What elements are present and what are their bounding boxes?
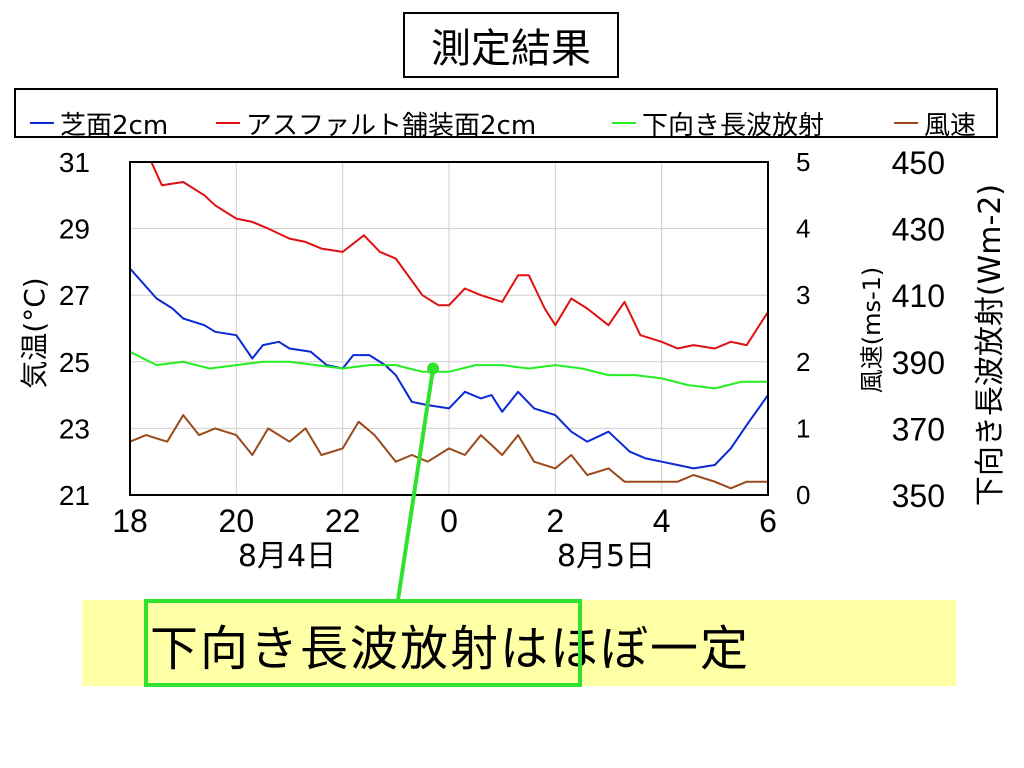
date-label: 8月4日 [238,539,336,574]
tick-label-radiation: 430 [892,212,945,248]
tick-label-left: 29 [59,214,90,245]
tick-label-left: 31 [59,147,90,178]
callout-panel [82,600,956,686]
series-line-0 [129,267,769,470]
tick-label-wind: 3 [796,280,810,310]
tick-label-left: 21 [59,480,90,511]
legend-item-label: 芝面2cm [60,111,168,141]
y-axis-label-radiation: 下向き長波放射(Wm-2) [973,184,1008,506]
tick-label-left: 27 [59,280,90,311]
tick-label-x: 6 [759,503,777,539]
date-label: 8月5日 [557,539,655,574]
tick-label-x: 4 [653,503,671,539]
series-line-1 [150,161,769,350]
legend: 芝面2cm アスファルト舗装面2cm 下向き長波放射 風速 [30,111,976,141]
plot-frame [129,161,769,496]
annotation-target-dot [427,362,440,375]
x-axis-dates: 8月4日 8月5日 [238,539,655,574]
legend-item-label: 下向き長波放射 [642,111,824,141]
page-title: 測定結果 [403,12,619,78]
callout-text: 下向き長波放射はほぼ一定 [150,621,751,677]
tick-label-radiation: 370 [892,411,945,447]
tick-label-x: 22 [325,503,361,539]
tick-label-left: 25 [59,347,90,378]
tick-label-wind: 0 [796,480,810,510]
series-line-2 [129,350,768,390]
x-axis-ticks: 18 20 22 0 2 4 6 [112,503,777,539]
tick-label-wind: 5 [796,147,810,177]
tick-label-wind: 1 [796,413,810,443]
series-line-3 [129,414,768,490]
tick-label-radiation: 450 [892,145,945,181]
tick-label-radiation: 410 [892,278,945,314]
callout-highlight-frame [144,599,582,687]
series-layer [129,161,769,490]
tick-label-x: 18 [112,503,148,539]
axis-labels: 気温(°C) 風速(ms-1) 下向き長波放射(Wm-2) [18,184,1008,506]
tick-label-wind: 2 [796,347,810,377]
tick-label-x: 20 [219,503,255,539]
tick-label-wind: 4 [796,214,810,244]
radiation-axis-ticks: 350 370 390 410 430 450 [892,145,945,514]
wind-axis-ticks: 0 1 2 3 4 5 [796,147,810,510]
tick-label-left: 23 [59,413,90,444]
tick-label-radiation: 390 [892,345,945,381]
legend-item-label: 風速 [924,111,976,141]
y-axis-label-wind: 風速(ms-1) [858,267,886,394]
annotation-pointer-line [396,368,436,601]
tick-label-x: 0 [440,503,458,539]
legend-item-label: アスファルト舗装面2cm [246,111,536,141]
y-axis-label-left: 気温(°C) [18,277,51,388]
tick-label-radiation: 350 [892,478,945,514]
annotation [396,362,440,601]
tick-label-x: 2 [546,503,564,539]
legend-frame [14,88,998,138]
left-axis-ticks: 21 23 25 27 29 31 [59,147,90,511]
